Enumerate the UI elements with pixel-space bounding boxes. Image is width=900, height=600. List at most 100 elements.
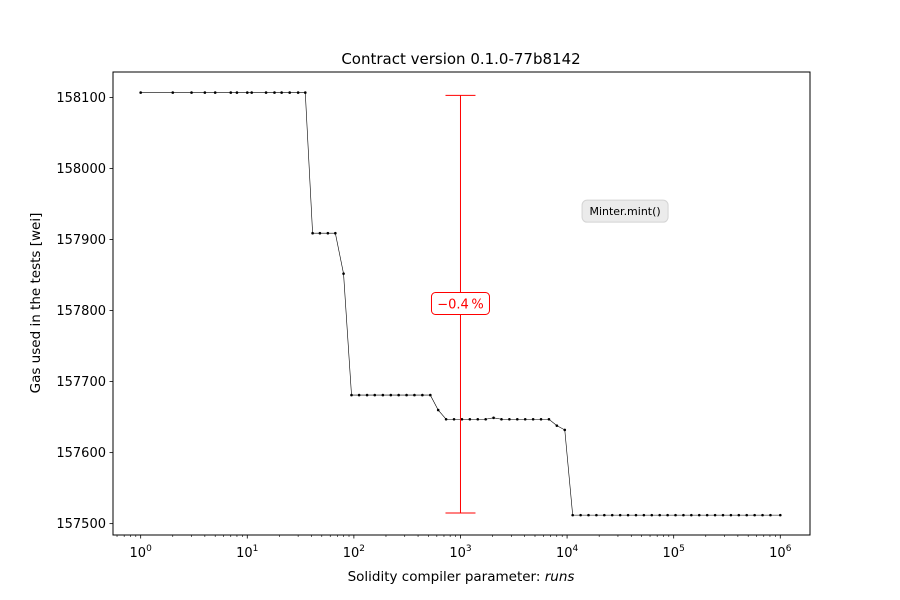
data-point	[381, 393, 385, 397]
y-tick-label: 157700	[56, 375, 106, 390]
data-point	[666, 513, 669, 517]
data-point	[626, 513, 630, 517]
data-point	[311, 231, 314, 235]
data-point	[288, 91, 292, 94]
data-point	[365, 393, 369, 397]
range-bar-layer: −0.4 %	[430, 94, 490, 514]
data-point	[468, 417, 472, 421]
data-point	[555, 424, 559, 427]
data-point	[444, 417, 448, 421]
data-point	[745, 513, 749, 517]
chart-title: Contract version 0.1.0-77b8142	[341, 50, 580, 68]
data-point	[350, 393, 353, 397]
data-point	[705, 513, 709, 517]
x-axis-label: Solidity compiler parameter: runs	[348, 569, 575, 585]
data-point	[610, 513, 614, 517]
data-point	[250, 91, 253, 94]
y-tick-label: 157800	[56, 304, 106, 319]
data-point	[318, 231, 322, 235]
data-point	[761, 513, 764, 517]
data-point	[357, 393, 361, 397]
data-point	[713, 513, 717, 517]
data-point	[697, 513, 701, 517]
data-point	[547, 417, 551, 421]
data-point	[571, 513, 574, 517]
data-point	[508, 417, 511, 421]
y-tick-label: 157900	[56, 233, 106, 248]
range-bar-label: −0.4 %	[437, 298, 484, 313]
data-point	[264, 91, 268, 94]
x-tick-label: 105	[663, 544, 685, 561]
y-axis-label: Gas used in the tests [wei]	[28, 213, 44, 394]
data-point	[769, 513, 772, 517]
data-point	[342, 272, 345, 275]
data-point	[516, 417, 519, 421]
data-point	[690, 513, 693, 517]
data-point	[595, 513, 598, 517]
data-point	[436, 408, 440, 412]
data-point	[778, 513, 782, 517]
data-point	[389, 393, 393, 397]
data-point	[737, 513, 741, 517]
data-point	[531, 417, 535, 421]
data-point	[373, 393, 377, 397]
data-point	[460, 417, 464, 421]
data-point	[642, 513, 646, 517]
data-point	[658, 513, 661, 517]
x-tick-label: 103	[449, 544, 471, 561]
data-point	[650, 513, 654, 517]
data-point	[235, 91, 239, 94]
data-point	[245, 91, 249, 94]
range-bar-label-box	[430, 292, 490, 315]
data-point	[203, 91, 207, 94]
y-tick-label: 157600	[56, 446, 106, 461]
data-point	[682, 513, 685, 517]
data-point	[296, 91, 300, 94]
series-line-layer	[139, 91, 782, 517]
x-tick-label: 100	[130, 544, 153, 561]
data-point	[190, 91, 193, 94]
data-point	[334, 231, 337, 235]
data-point	[280, 91, 283, 94]
data-point	[405, 393, 408, 397]
data-point	[273, 91, 276, 94]
data-point	[229, 91, 233, 94]
data-point	[421, 393, 424, 397]
data-point	[413, 393, 416, 397]
annotation-layer: Minter.mint()	[581, 199, 669, 223]
data-point	[139, 91, 142, 94]
data-point	[171, 91, 175, 94]
x-tick-label: 104	[556, 544, 579, 561]
data-point	[429, 393, 432, 397]
data-point	[476, 417, 480, 421]
data-point	[213, 91, 217, 94]
data-point	[603, 513, 606, 517]
x-tick-label: 106	[769, 544, 792, 561]
annotation-text: Minter.mint()	[589, 205, 660, 218]
data-point	[729, 513, 733, 517]
data-point	[674, 513, 677, 517]
data-point	[492, 416, 495, 420]
data-point	[452, 417, 456, 421]
data-point	[634, 513, 638, 517]
annotation-box	[581, 199, 669, 223]
y-tick-label: 158000	[56, 162, 106, 177]
x-tick-label: 102	[343, 544, 365, 561]
data-point	[579, 513, 582, 517]
x-axis-ticks: 100 101 102 103 104 105 106	[116, 535, 792, 561]
data-point	[397, 393, 400, 397]
data-point	[721, 513, 725, 517]
data-point	[303, 91, 307, 94]
y-tick-label: 157500	[56, 517, 106, 532]
x-tick-label: 101	[236, 544, 258, 561]
data-point	[618, 513, 622, 517]
data-point	[523, 417, 527, 421]
y-axis-ticks: 157500 157600 157700 157800 157900 158000 1581…	[56, 91, 113, 532]
y-tick-label: 158100	[56, 91, 106, 106]
data-point	[484, 417, 487, 421]
data-point	[326, 231, 330, 235]
data-point	[539, 417, 543, 421]
data-point	[500, 417, 503, 421]
data-point	[587, 513, 590, 517]
